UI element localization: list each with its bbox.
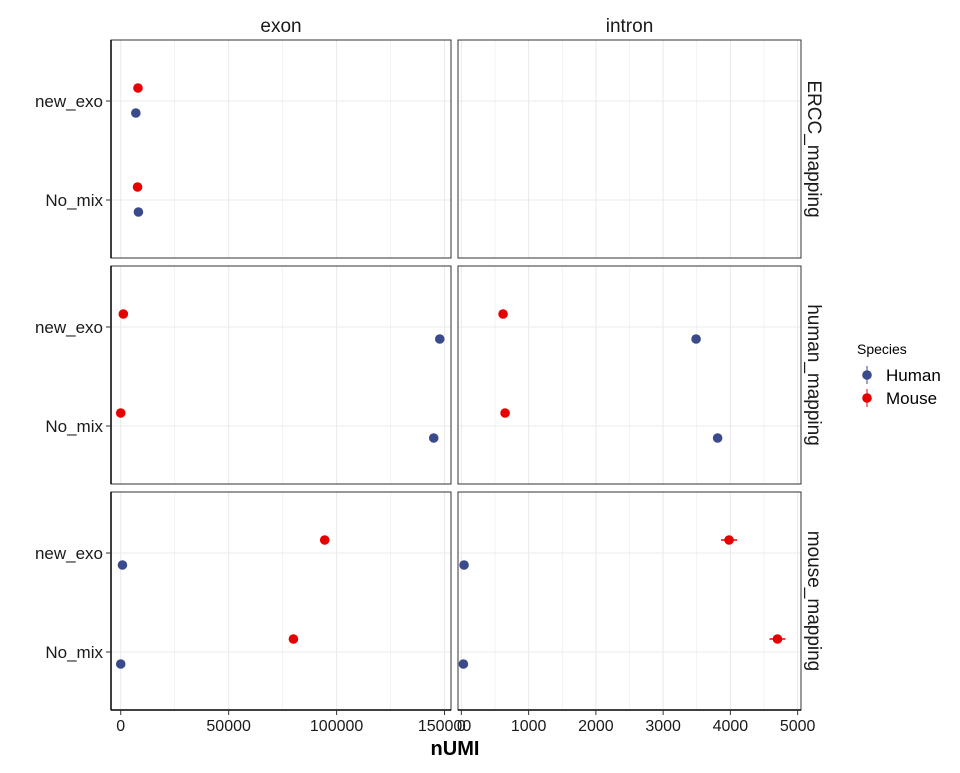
row-strip-label: human_mapping — [803, 304, 824, 446]
data-point — [459, 560, 469, 570]
x-tick-label: 150000 — [418, 718, 471, 735]
data-point — [724, 535, 734, 545]
y-tick-label: new_exo — [35, 318, 103, 337]
y-tick-label: new_exo — [35, 544, 103, 563]
panel-exon-ERCC_mapping — [110, 39, 452, 259]
y-tick-label: No_mix — [45, 191, 103, 210]
legend-item-human: Human — [862, 366, 941, 385]
panel-border — [457, 39, 802, 259]
x-tick-label: 100000 — [310, 718, 363, 735]
panel-background — [110, 39, 452, 259]
data-point — [319, 535, 330, 545]
column-strip-label: exon — [260, 16, 301, 37]
panel-border — [457, 265, 802, 485]
x-tick-label: 3000 — [645, 718, 681, 735]
x-tick-label: 5000 — [780, 718, 816, 735]
y-tick-label: No_mix — [45, 643, 103, 662]
data-point — [458, 659, 469, 669]
x-tick-label: 2000 — [578, 718, 614, 735]
data-point — [500, 408, 510, 418]
data-point — [133, 207, 144, 217]
data-point — [115, 408, 126, 418]
data-point — [133, 83, 143, 93]
x-tick-label: 0 — [116, 718, 125, 735]
data-point — [434, 334, 445, 344]
x-axis-label: nUMI — [431, 738, 480, 760]
data-point — [118, 309, 129, 319]
data-point — [288, 634, 299, 644]
y-axis: new_exo No_mix new_exo No_mix new_exo No_mix — [35, 92, 111, 662]
series-human — [115, 108, 723, 669]
x-tick-label: 50000 — [206, 718, 251, 735]
panel-background — [110, 265, 452, 485]
panel-background — [110, 491, 452, 711]
facet-panels — [110, 39, 802, 711]
panel-intron-human_mapping — [457, 265, 802, 485]
panel-intron-mouse_mapping — [457, 491, 802, 711]
panel-exon-human_mapping — [110, 265, 452, 485]
series-mouse — [115, 83, 786, 644]
data-point — [498, 309, 508, 319]
x-tick-label: 4000 — [713, 718, 749, 735]
data-point — [131, 108, 141, 118]
legend-key-point — [862, 393, 872, 403]
legend: Species Human Mouse — [857, 341, 941, 408]
row-strip-label: mouse_mapping — [803, 531, 824, 671]
data-point — [691, 334, 701, 344]
data-point — [772, 634, 783, 644]
legend-title: Species — [857, 341, 907, 357]
legend-key-point — [862, 370, 872, 380]
data-point — [428, 433, 439, 443]
data-point — [712, 433, 723, 443]
row-strip-label: ERCC_mapping — [803, 80, 824, 217]
data-point — [132, 182, 143, 192]
panel-intron-ERCC_mapping — [457, 39, 802, 259]
y-tick-label: No_mix — [45, 417, 103, 436]
data-point — [115, 659, 126, 669]
legend-label: Human — [886, 366, 941, 385]
legend-item-mouse: Mouse — [862, 389, 937, 408]
x-tick-label: 1000 — [511, 718, 547, 735]
facet-strips: exon intron ERCC_mapping human_mappingmouse… — [260, 16, 824, 671]
y-tick-label: new_exo — [35, 92, 103, 111]
legend-label: Mouse — [886, 389, 937, 408]
x-tick-label: 0 — [457, 718, 466, 735]
data-point — [117, 560, 128, 570]
column-strip-label: intron — [606, 16, 654, 37]
panel-exon-mouse_mapping — [110, 491, 452, 711]
